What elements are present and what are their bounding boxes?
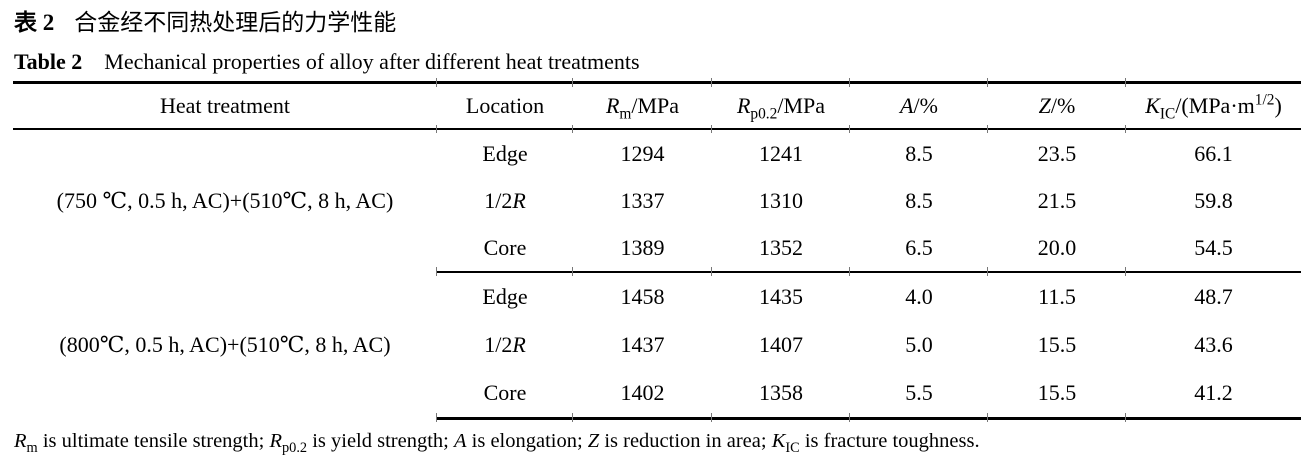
location-cell: Edge <box>482 140 528 166</box>
treatment-cell: (800℃, 0.5 h, AC)+(510℃, 8 h, AC) <box>59 332 391 358</box>
group-800C: (800℃, 0.5 h, AC)+(510℃, 8 h, AC) Edge 1… <box>13 272 1301 422</box>
reduction-value: 23.5 <box>1037 140 1077 166</box>
location-cell: 1/2R <box>484 187 526 213</box>
kic-value: 59.8 <box>1194 187 1233 213</box>
table-caption-english: Table 2 Mechanical properties of alloy af… <box>14 49 640 75</box>
table-header: Heat treatment Location Rm/MPa Rp0.2/MPa… <box>13 79 1301 134</box>
reduction-value: 20.0 <box>987 224 1126 276</box>
kic-value: 41.2 <box>1125 369 1301 422</box>
header-elongation: A/% <box>849 79 988 134</box>
header-reduction: Z/% <box>987 79 1126 134</box>
location-cell: Core <box>436 369 573 422</box>
rp02-value: 1358 <box>711 369 850 422</box>
header-rp02: Rp0.2/MPa <box>711 79 850 134</box>
rp02-value: 1407 <box>759 332 803 357</box>
kic-value: 48.7 <box>1194 284 1233 309</box>
table-caption-chinese: 表 2 合金经不同热处理后的力学性能 <box>14 3 396 37</box>
table-row: Core 1402 1358 5.5 15.5 41.2 <box>13 369 1301 422</box>
table-row: 1/2R 1437 1407 5.0 15.5 43.6 <box>13 321 1301 369</box>
elongation-value: 4.0 <box>905 284 933 309</box>
header-rm: Rm/MPa <box>572 79 712 134</box>
rp02-value: 1310 <box>759 187 803 213</box>
table-row: 1/2R 1337 1310 8.5 21.5 59.8 <box>13 177 1301 224</box>
elongation-value: 8.5 <box>905 140 933 166</box>
kic-value: 66.1 <box>1194 140 1233 166</box>
kic-value: 54.5 <box>1125 224 1301 276</box>
header-heat-treatment: Heat treatment <box>13 81 437 130</box>
elongation-value: 8.5 <box>905 187 933 213</box>
kic-value: 43.6 <box>1194 332 1233 357</box>
table-footnote: Rm is ultimate tensile strength; Rp0.2 i… <box>14 430 980 457</box>
reduction-value: 21.5 <box>1037 187 1077 213</box>
header-location: Location <box>436 79 573 134</box>
elongation-value: 5.0 <box>905 332 933 357</box>
location-cell: 1/2R <box>484 332 526 357</box>
reduction-value: 15.5 <box>987 369 1126 422</box>
header-kic: KIC/(MPa·m1/2) <box>1125 79 1301 134</box>
table-number-cn: 表 2 <box>14 10 55 35</box>
elongation-value: 5.5 <box>849 369 988 422</box>
reduction-value: 11.5 <box>1038 284 1076 309</box>
rm-value: 1389 <box>572 224 712 276</box>
rm-value: 1337 <box>620 187 665 213</box>
table-row: (750 ℃, 0.5 h, AC)+(510℃, 8 h, AC) Edge … <box>13 129 1301 214</box>
rp02-value: 1241 <box>759 140 803 166</box>
rp02-value: 1435 <box>759 284 803 309</box>
reduction-value: 15.5 <box>1037 332 1077 357</box>
table-row: (800℃, 0.5 h, AC)+(510℃, 8 h, AC) Edge 1… <box>13 272 1301 357</box>
location-cell: Core <box>436 224 573 276</box>
table-title-cn: 合金经不同热处理后的力学性能 <box>74 10 397 35</box>
group-750C: (750 ℃, 0.5 h, AC)+(510℃, 8 h, AC) Edge … <box>13 129 1301 276</box>
mechanical-properties-table: Heat treatment Location Rm/MPa Rp0.2/MPa… <box>13 79 1301 422</box>
table-number-en: Table 2 <box>14 49 83 74</box>
rm-value: 1458 <box>620 284 665 309</box>
rm-value: 1402 <box>572 369 712 422</box>
location-cell: Edge <box>482 284 528 309</box>
rm-value: 1294 <box>620 140 665 166</box>
table-title-en: Mechanical properties of alloy after dif… <box>104 49 640 74</box>
elongation-value: 6.5 <box>849 224 988 276</box>
table-row: Core 1389 1352 6.5 20.0 54.5 <box>13 224 1301 276</box>
treatment-cell: (750 ℃, 0.5 h, AC)+(510℃, 8 h, AC) <box>56 188 394 213</box>
rm-value: 1437 <box>620 332 665 357</box>
rp02-value: 1352 <box>711 224 850 276</box>
